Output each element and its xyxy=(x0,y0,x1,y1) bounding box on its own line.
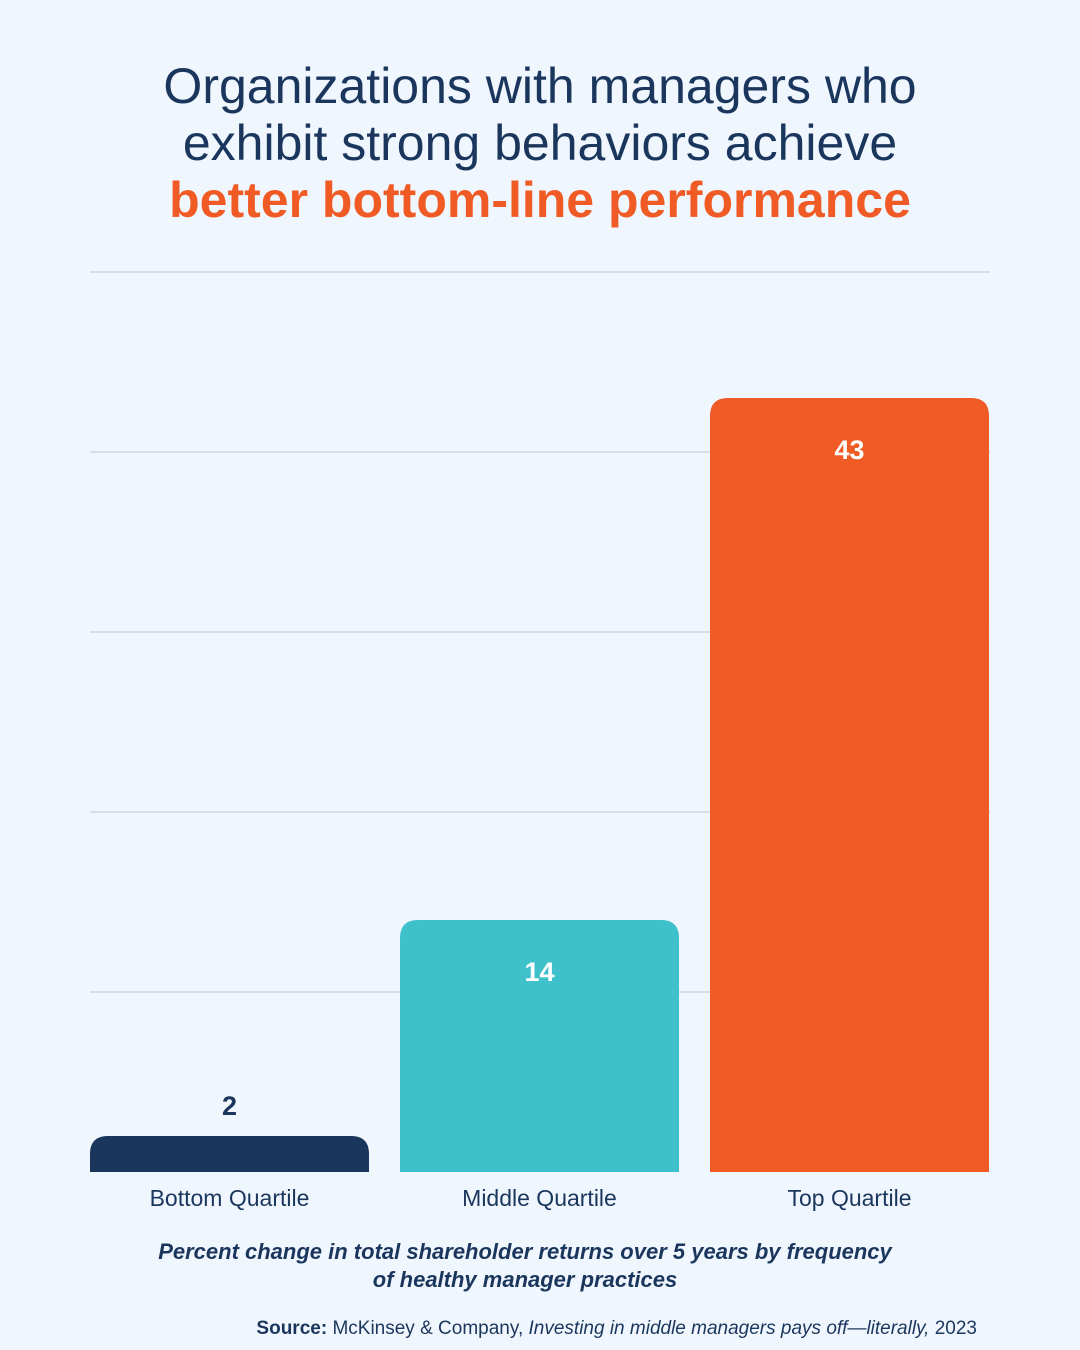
bars xyxy=(90,398,989,1172)
category-label: Top Quartile xyxy=(787,1185,911,1211)
caption-line-1: Percent change in total shareholder retu… xyxy=(158,1239,892,1264)
source-note: Source: McKinsey & Company, Investing in… xyxy=(256,1317,977,1341)
category-label: Bottom Quartile xyxy=(150,1185,310,1211)
caption-line-2: of healthy manager practices xyxy=(372,1267,678,1292)
bar-bottom-quartile xyxy=(90,1136,369,1172)
category-label: Middle Quartile xyxy=(462,1185,617,1211)
title-line-2: exhibit strong behaviors achieve xyxy=(182,115,898,171)
source-year: 2023 xyxy=(929,1318,977,1339)
bar-top-quartile xyxy=(710,398,989,1172)
data-labels: 2 14 43 xyxy=(222,435,865,1121)
chart-title: Organizations with managers who exhibit … xyxy=(40,58,1040,229)
data-label: 14 xyxy=(524,957,554,987)
title-line-highlight: better bottom-line performance xyxy=(169,172,911,228)
data-label: 2 xyxy=(222,1091,237,1121)
chart-caption: Percent change in total shareholder retu… xyxy=(40,1238,1010,1294)
source-publisher: McKinsey & Company, xyxy=(327,1318,529,1339)
category-labels: Bottom Quartile Middle Quartile Top Quarti… xyxy=(150,1185,912,1211)
bar-middle-quartile xyxy=(400,920,679,1172)
data-label: 43 xyxy=(834,435,864,465)
title-line-1: Organizations with managers who xyxy=(163,58,917,114)
source-title: Investing in middle managers pays off—li… xyxy=(528,1318,930,1339)
source-label: Source: xyxy=(256,1318,328,1339)
